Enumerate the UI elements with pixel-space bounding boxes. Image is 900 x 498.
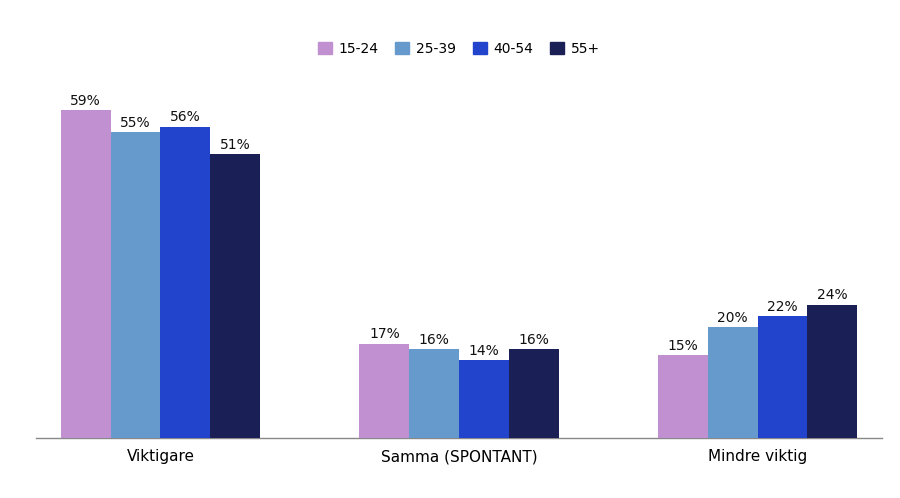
Bar [160,126,211,438]
Bar [359,344,410,438]
Legend: 15-24, 25-39, 40-54, 55+: 15-24, 25-39, 40-54, 55+ [312,36,606,62]
Text: 20%: 20% [717,311,748,325]
Bar [61,110,111,438]
Bar [211,154,260,438]
Text: 51%: 51% [220,138,250,152]
Bar [508,349,559,438]
Text: 16%: 16% [418,333,450,347]
Text: 56%: 56% [170,111,201,124]
Bar [111,132,160,438]
Text: 59%: 59% [70,94,101,108]
Bar [707,327,758,438]
Text: 17%: 17% [369,327,400,342]
Text: 55%: 55% [121,116,151,130]
Bar [459,361,508,438]
Text: 22%: 22% [767,300,797,314]
Bar [658,355,707,438]
Text: 16%: 16% [518,333,549,347]
Bar [410,349,459,438]
Text: 14%: 14% [469,344,500,358]
Bar [807,305,857,438]
Bar [758,316,807,438]
Text: 15%: 15% [668,339,698,353]
Text: 24%: 24% [817,288,848,302]
